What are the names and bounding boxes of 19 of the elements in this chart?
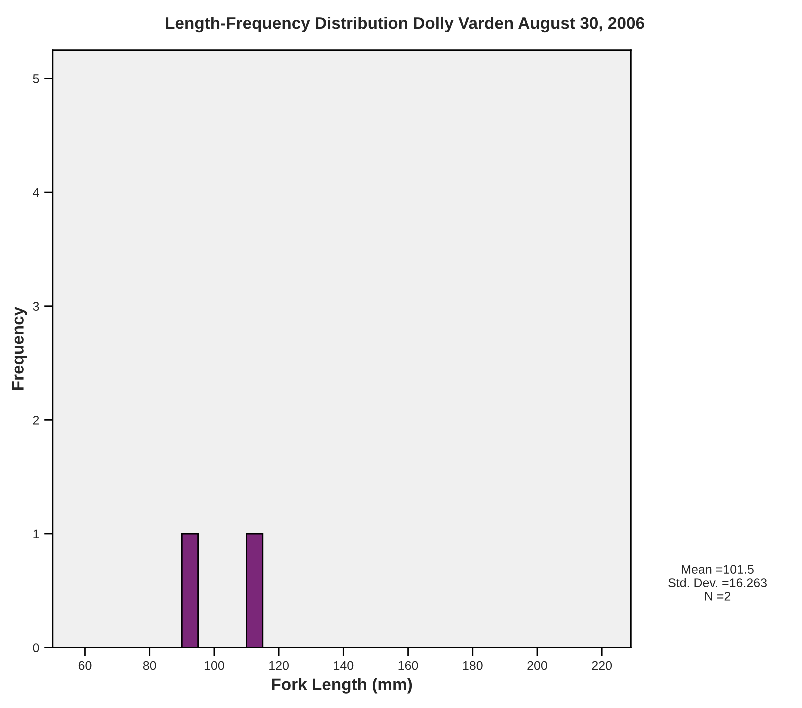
- y-tick-label: 2: [33, 416, 40, 425]
- y-tick-label: 5: [33, 74, 40, 84]
- x-tick-label: 160: [398, 661, 418, 670]
- chart-title: Length-Frequency Distribution Dolly Varden August 30, 2006: [166, 16, 644, 33]
- x-tick-label: 60: [78, 661, 92, 670]
- x-tick-label: 120: [270, 661, 289, 670]
- y-axis-title: Frequency: [12, 306, 28, 390]
- text: Mean =101.5 Std. Dev. =16.263 N =2: [668, 565, 767, 601]
- x-tick-label: 180: [463, 661, 483, 670]
- x-tick-label: 200: [528, 661, 548, 670]
- x-tick-label: 80: [143, 661, 156, 670]
- y-tick-label: 4: [33, 188, 40, 198]
- x-tick-label: 100: [204, 661, 224, 670]
- y-tick-label: 1: [34, 530, 40, 539]
- y-tick-label: 0: [33, 644, 40, 652]
- x-axis-title: Fork Length (mm): [272, 678, 412, 694]
- x-tick-label: 220: [592, 661, 612, 670]
- x-tick-label: 140: [334, 661, 354, 670]
- y-tick-label: 3: [33, 302, 40, 312]
